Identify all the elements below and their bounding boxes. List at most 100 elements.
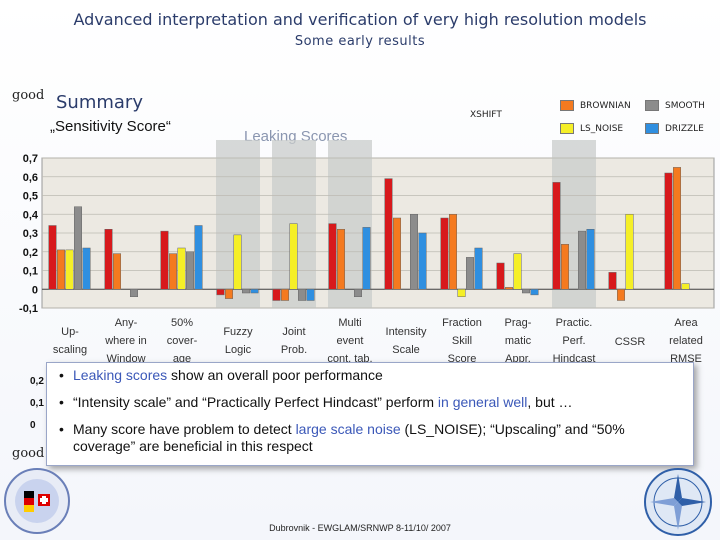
bar-smooth [354,289,362,297]
bar-smooth [466,257,474,290]
bar-brownian [673,167,681,290]
bar-drizzle [82,247,91,290]
legend-label: SMOOTH [665,100,705,111]
bar-xshift [48,225,57,290]
x-tick-label: Practic. Perf. Hindcast [552,317,596,365]
bar-ls-noise [513,253,522,290]
x-tick-label: Up-scaling [52,326,88,356]
bar-xshift [328,223,337,290]
bar-xshift [552,182,561,290]
cosmo-logo-icon [4,468,70,534]
bar-xshift [104,229,113,290]
legend-label: BROWNIAN [580,100,631,111]
bar-brownian [505,287,513,290]
y-tick-label: 0,3 [23,228,38,240]
bar-smooth [74,206,82,290]
bar-brownian [561,244,569,290]
bar-ls-noise [177,247,186,290]
bar-ls-noise [65,249,74,290]
x-tick-label: Any-where in Window [105,317,147,365]
bar-smooth [242,289,250,294]
good-label-bottom: good [12,446,45,461]
stub-axis-label: 0 [30,420,36,431]
stub-axis-label: 0,1 [30,398,44,409]
bar-xshift [664,172,673,290]
summary-bullet: Leaking scores show an overall poor perf… [59,367,683,384]
bar-drizzle [250,289,259,294]
legend-entry: DRIZZLE [645,123,704,134]
x-tick-label: CSSR [614,336,646,348]
bar-xshift [440,217,449,290]
bar-xshift [160,230,169,290]
y-tick-label: 0,6 [23,172,38,184]
stub-axis-label: 0,2 [30,376,44,387]
page-title: Advanced interpretation and verification… [73,10,647,29]
bar-smooth [298,289,306,301]
globe-compass-logo-icon [644,468,712,536]
legend-swatch [645,100,659,111]
bar-brownian [113,253,121,290]
x-tick-label: 50% cover-age [166,317,198,365]
bar-drizzle [530,289,539,296]
y-tick-label: 0,2 [23,247,38,259]
bar-ls-noise [681,283,690,290]
footer-text: Dubrovnik - EWGLAM/SRNWP 8-11/10/ 2007 [269,523,451,533]
y-tick-label: -0,1 [19,303,38,315]
bar-drizzle [474,247,483,290]
x-tick-label: Prag-matic Appr. [504,317,532,365]
bar-xshift [272,289,281,301]
x-tick-label: Area related RMSE [669,317,703,365]
legend-entry: SMOOTH [645,100,705,111]
x-tick-label: Fuzzy Logic [223,326,253,356]
legend-label: LS_NOISE [580,123,624,134]
bar-xshift [384,178,393,290]
bar-drizzle [586,229,595,290]
x-tick-label: Joint Prob. [280,326,308,356]
bar-ls-noise [457,289,466,297]
page-subtitle: Some early results [294,34,426,49]
bar-ls-noise [289,223,298,290]
leaking-scores-label: Leaking Scores [244,128,348,145]
legend-swatch [645,123,659,134]
y-tick-label: 0,4 [23,209,39,221]
bar-drizzle [194,225,203,290]
bar-ls-noise [233,234,242,290]
bar-xshift [216,289,225,296]
x-tick-label: Multi event cont. tab. [327,317,373,365]
legend-swatch [560,123,574,134]
bar-smooth [578,230,586,290]
bar-drizzle [362,227,371,290]
legend-entry: XSHIFT [470,110,502,120]
bar-smooth [186,251,194,290]
summary-bullet: “Intensity scale” and “Practically Perfe… [59,394,683,411]
legend-label: DRIZZLE [665,123,704,134]
bar-xshift [496,262,505,290]
bar-smooth [410,214,418,290]
y-tick-label: 0 [32,284,38,296]
bar-brownian [225,289,233,299]
x-tick-label: Fraction Skill Score [442,317,482,365]
legend-swatch [560,100,574,111]
bar-brownian [57,249,65,290]
y-tick-label: 0,5 [23,191,38,203]
bar-brownian [449,214,457,290]
bar-brownian [617,289,625,301]
bar-brownian [337,229,345,290]
bar-drizzle [418,232,427,290]
summary-heading: Summary [56,92,143,113]
bar-smooth [130,289,138,297]
bar-brownian [281,289,289,301]
good-label-top: good [12,88,45,103]
y-tick-label: 0,1 [23,266,38,278]
legend-label: XSHIFT [470,110,502,120]
summary-bullet: Many score have problem to detect large … [59,421,683,455]
y-tick-label: 0,7 [23,153,38,165]
x-tick-label: Intensity Scale [385,326,427,356]
bar-xshift [608,272,617,290]
bar-drizzle [306,289,315,301]
sensitivity-bar-chart: -0,1 0 0,1 0,2 0,3 0,4 0,5 0,6 0,7 [19,140,715,315]
summary-overlay-box: Leaking scores show an overall poor perf… [46,362,694,466]
bar-brownian [169,253,177,290]
legend-entry: BROWNIAN [560,100,631,111]
